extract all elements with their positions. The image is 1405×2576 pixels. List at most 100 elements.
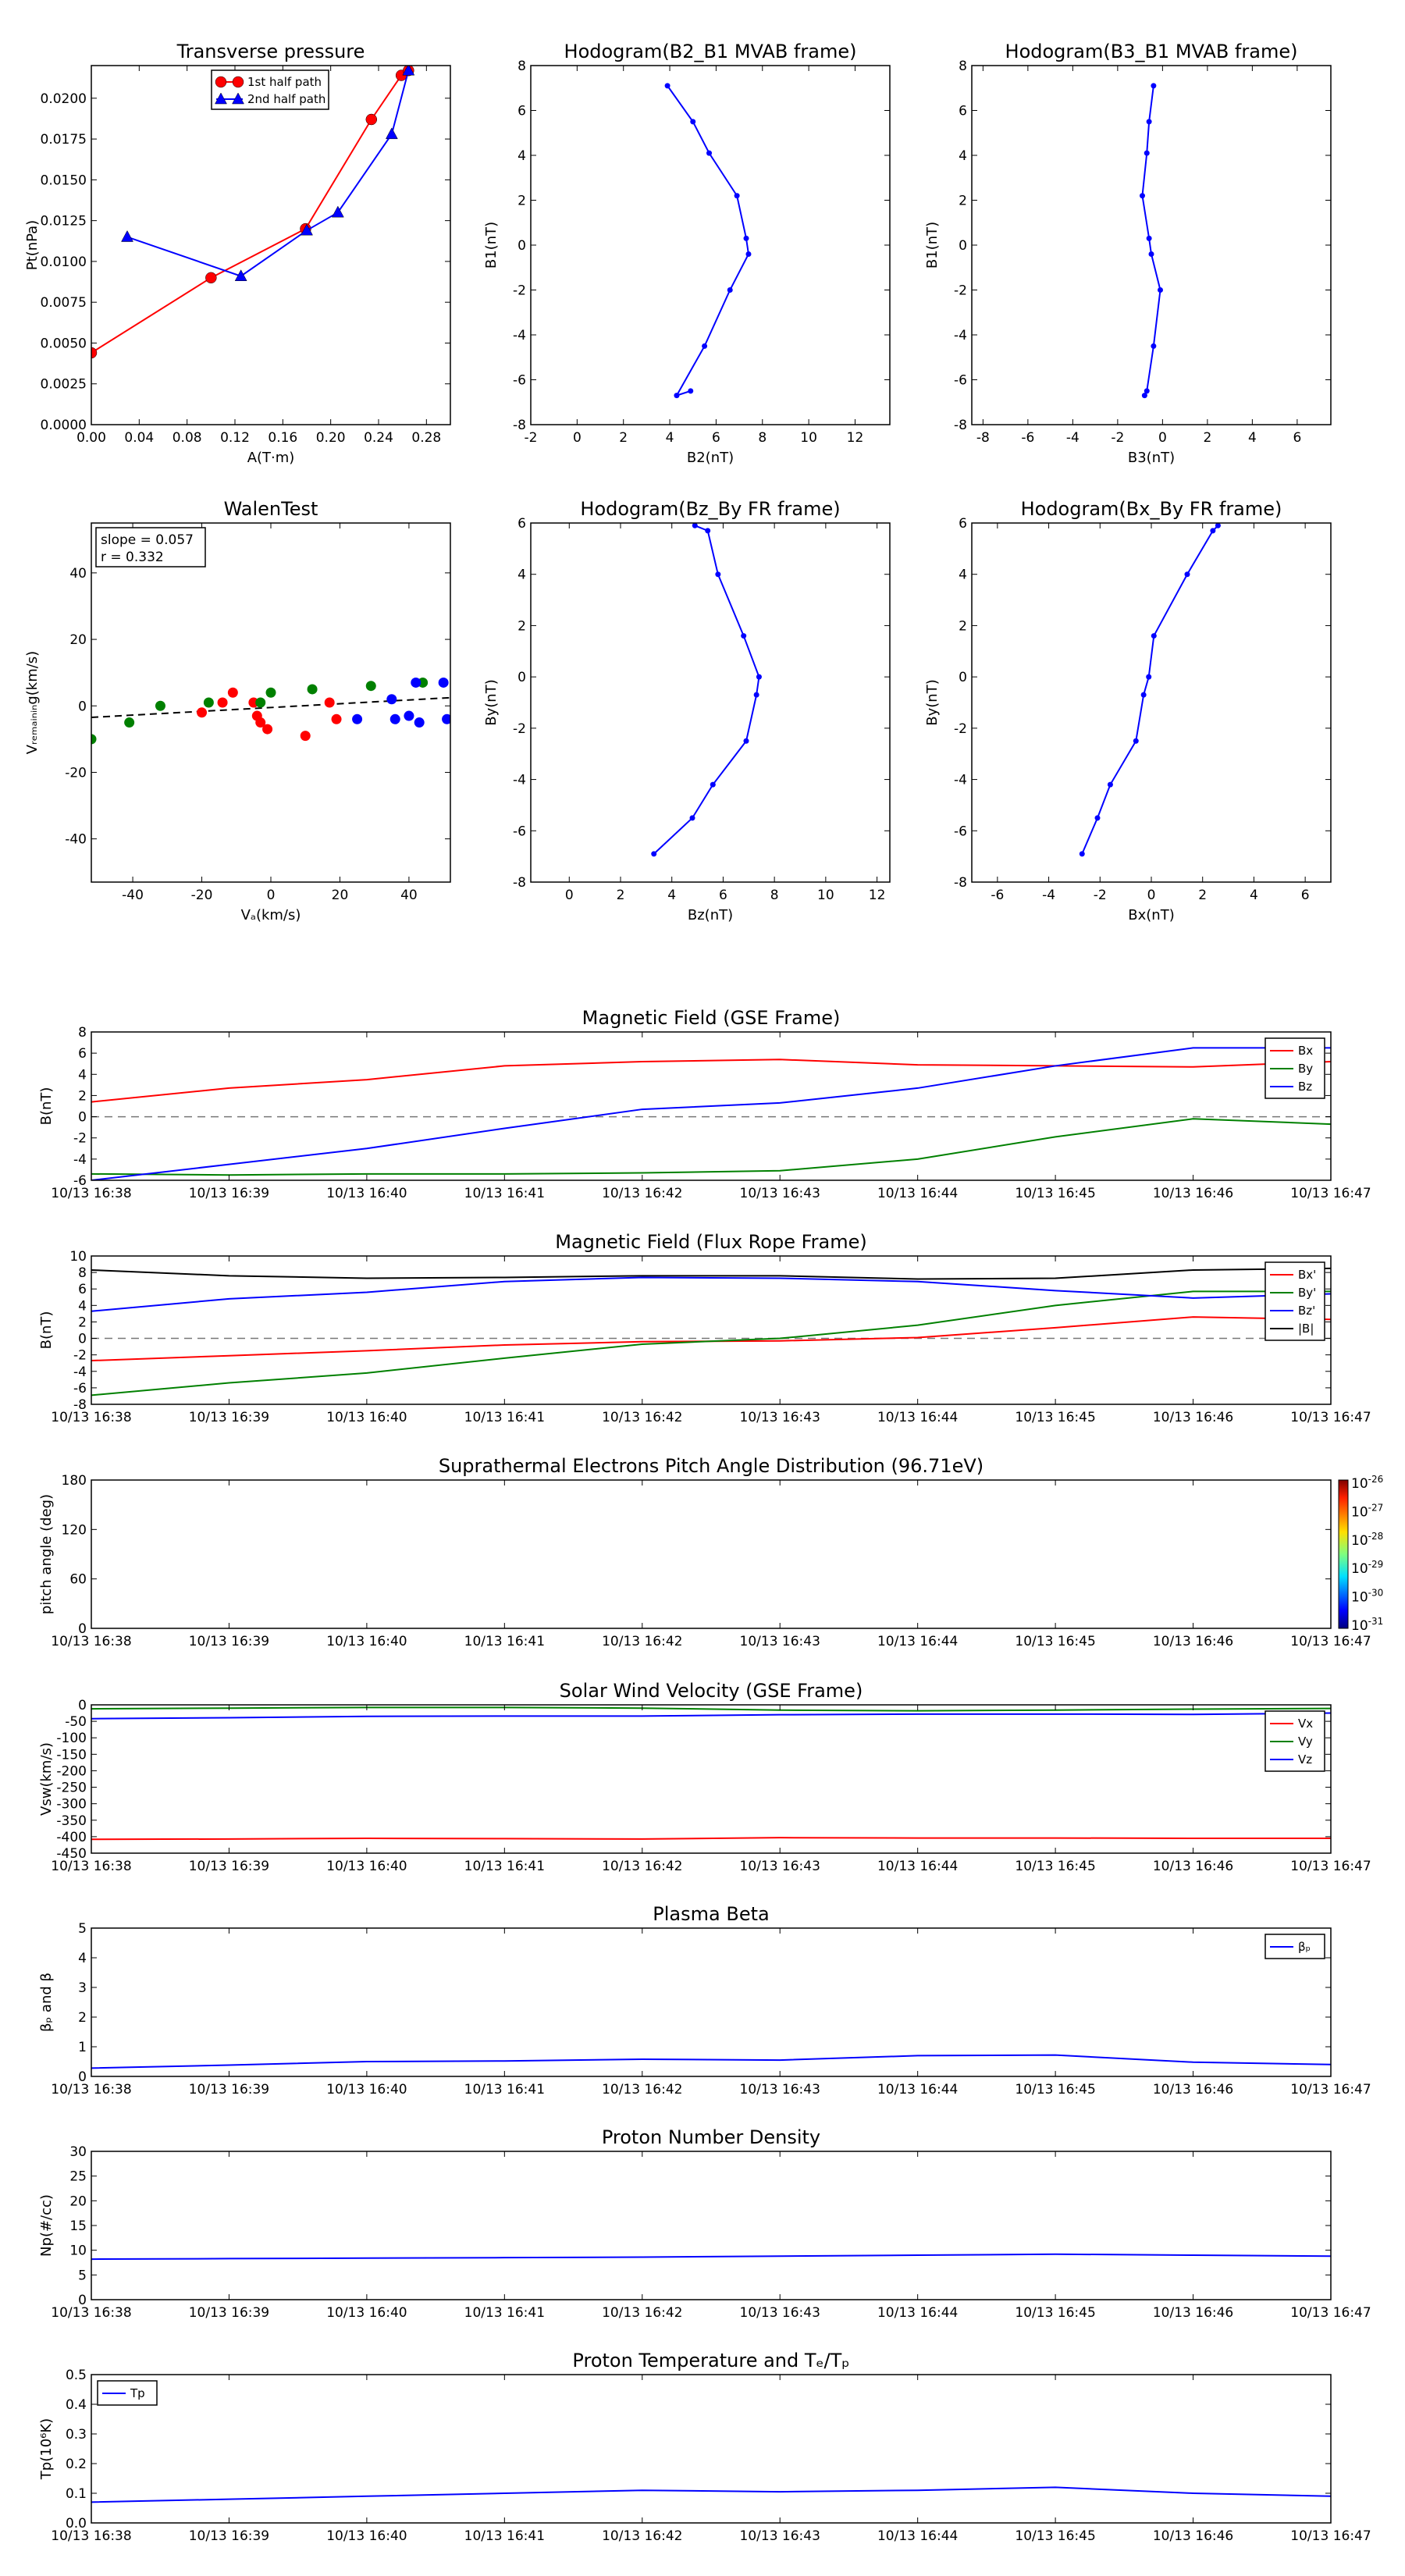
tp-ytick-label: 0.0100 xyxy=(41,254,87,270)
beta-xtick-label: 10/13 16:45 xyxy=(1015,2082,1095,2097)
pad-title: Suprathermal Electrons Pitch Angle Distr… xyxy=(439,1455,984,1477)
hodo4-series-0-point xyxy=(1133,738,1139,744)
beta-ytick-label: 5 xyxy=(78,1921,87,1937)
np-xtick-label: 10/13 16:44 xyxy=(877,2305,958,2321)
tp2-xtick-label: 10/13 16:41 xyxy=(464,2528,545,2544)
hodo3-series-0-point xyxy=(715,571,721,578)
hodo3-plot-frame xyxy=(530,522,891,883)
tp2-plot-area xyxy=(91,2486,1331,2503)
hodo1-ytick-label: -6 xyxy=(513,373,526,389)
hodo1-xtick-label: 6 xyxy=(712,430,720,446)
pad-chart: 10/13 16:38 10/13 16:39 10/13 16:40 10/13 1… xyxy=(38,1455,1383,1649)
pad-colorbar-exponent: -26 xyxy=(1368,1474,1384,1485)
hodo2-ytick-label: -8 xyxy=(954,418,967,433)
walen-xtick-label: 20 xyxy=(332,888,349,903)
mag_fr-xtick-label: 10/13 16:45 xyxy=(1015,1410,1095,1425)
pad-ytick-label: 180 xyxy=(62,1473,87,1489)
pad-colorbar-label: 10-28 xyxy=(1351,1531,1383,1549)
mag_fr-ytick-label: 4 xyxy=(78,1298,87,1314)
tp-plot-area xyxy=(91,66,415,359)
mag_gse-xtick-label: 10/13 16:42 xyxy=(602,1186,682,1201)
hodo4-ytick-label: -4 xyxy=(954,773,967,788)
tp-ytick-label: 0.0050 xyxy=(41,336,87,351)
tp2-xtick-label: 10/13 16:47 xyxy=(1290,2528,1371,2544)
mag_fr-ytick-label: 8 xyxy=(78,1265,87,1281)
pad-colorbar-label: 10-29 xyxy=(1351,1559,1383,1577)
hodo3-series-line-0 xyxy=(653,525,760,855)
tp-series-1-point xyxy=(301,223,313,236)
hodo2-series-0-point xyxy=(1146,235,1152,241)
hodo4-ytick-label: 4 xyxy=(959,568,967,583)
tp-ytick-label: 0.0200 xyxy=(41,91,87,107)
hodo3-series-0-point xyxy=(689,815,695,821)
hodo3-ytick-label: -4 xyxy=(513,773,526,788)
pad-colorbar-label: 10-30 xyxy=(1351,1588,1383,1606)
beta-xtick-label: 10/13 16:38 xyxy=(51,2082,131,2097)
vsw-plot-frame xyxy=(91,1704,1332,1854)
hodo2-xtick-label: 4 xyxy=(1248,430,1257,446)
mag_gse-xtick-label: 10/13 16:44 xyxy=(877,1186,958,1201)
mag_fr-plot-frame xyxy=(91,1255,1332,1405)
np-xtick-label: 10/13 16:38 xyxy=(51,2305,131,2321)
hodo1-series-0-point xyxy=(745,251,752,257)
vsw-ytick-label: -250 xyxy=(56,1781,87,1796)
hodo3-series-0-point xyxy=(705,528,711,534)
walen-series-0-point xyxy=(324,697,335,708)
hodo1-series-0-point xyxy=(727,287,733,293)
tp2-chart: 10/13 16:38 10/13 16:39 10/13 16:40 10/13 1… xyxy=(38,2350,1371,2544)
hodo2-ytick-label: -4 xyxy=(954,328,967,343)
vsw-series-line-0 xyxy=(91,1837,1331,1841)
vsw-legend-label: Vy xyxy=(1298,1735,1313,1749)
tp2-xtick-label: 10/13 16:42 xyxy=(602,2528,682,2544)
pad-colorbar-base: 10 xyxy=(1351,1618,1368,1634)
beta-ytick-label: 0 xyxy=(78,2069,87,2085)
hodo2-ytick-label: 2 xyxy=(959,194,967,209)
walen-ytick-label: 40 xyxy=(69,566,87,582)
vsw-ytick-label: -400 xyxy=(56,1830,87,1845)
hodo1-series-line-0 xyxy=(667,85,750,397)
hodo4-xtick-label: 0 xyxy=(1147,888,1156,903)
vsw-ytick-label: 0 xyxy=(78,1698,87,1713)
beta-xtick-label: 10/13 16:40 xyxy=(326,2082,407,2097)
pad-colorbar-exponent: -29 xyxy=(1368,1559,1384,1570)
hodo2-series-0-point xyxy=(1144,150,1150,156)
pad-colorbar-exponent: -31 xyxy=(1368,1616,1384,1627)
mag_gse-xtick-label: 10/13 16:39 xyxy=(189,1186,269,1201)
hodo1-ytick-label: 2 xyxy=(518,194,526,209)
hodo3-ytick-label: -6 xyxy=(513,824,526,839)
hodo2-series-0-point xyxy=(1151,343,1157,349)
mag_fr-xtick-label: 10/13 16:39 xyxy=(189,1410,269,1425)
mag_fr-ytick-label: -8 xyxy=(73,1397,87,1413)
beta-ytick-label: 3 xyxy=(78,1980,87,1996)
walen-ytick-label: 20 xyxy=(69,632,87,648)
tp-series-1-point xyxy=(234,269,247,281)
hodo2-series-0-point xyxy=(1151,83,1157,89)
hodo2-series-0-point xyxy=(1140,193,1145,199)
mag_fr-legend-label: Bz' xyxy=(1298,1304,1315,1318)
hodo4-ytick-label: 0 xyxy=(959,670,967,685)
hodo2-xtick-label: -8 xyxy=(976,430,990,446)
pad-xtick-label: 10/13 16:38 xyxy=(51,1634,131,1649)
mag_fr-ytick-label: 6 xyxy=(78,1282,87,1297)
hodo3-ytick-label: -8 xyxy=(513,875,526,891)
pad-colorbar-bar xyxy=(1338,1479,1349,1629)
pad-xtick-label: 10/13 16:47 xyxy=(1290,1634,1371,1649)
vsw-series-line-1 xyxy=(91,1706,1331,1712)
mag_fr-legend: Bx' By' Bz' |B| xyxy=(1264,1261,1325,1341)
hodo1-ytick-label: 0 xyxy=(518,238,526,254)
vsw-title: Solar Wind Velocity (GSE Frame) xyxy=(560,1680,863,1702)
walen-annotation-line: r = 0.332 xyxy=(101,550,164,565)
tp-ytick-label: 0.0025 xyxy=(41,377,87,393)
vsw-ylabel: Vsw(km/s) xyxy=(38,1742,55,1816)
beta-series-line-0 xyxy=(91,2054,1331,2069)
hodo1-ylabel: B1(nT) xyxy=(483,222,500,269)
np-plot-area xyxy=(91,2253,1331,2261)
tp-ytick-label: 0.0075 xyxy=(41,295,87,311)
tp-xtick-label: 0.28 xyxy=(411,430,441,446)
hodo1-ytick-label: 4 xyxy=(518,148,526,164)
walen-ytick-label: 0 xyxy=(78,699,87,714)
hodo4-series-0-point xyxy=(1094,815,1101,821)
mag_fr-ytick-label: -4 xyxy=(73,1364,87,1380)
beta-xtick-label: 10/13 16:41 xyxy=(464,2082,545,2097)
